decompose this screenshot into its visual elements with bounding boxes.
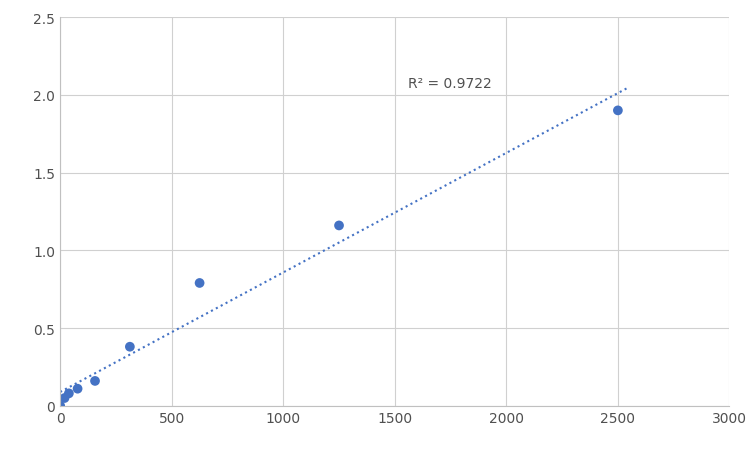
Text: R² = 0.9722: R² = 0.9722 xyxy=(408,77,492,91)
Point xyxy=(89,377,101,385)
Point xyxy=(333,222,345,230)
Point xyxy=(71,385,83,392)
Point xyxy=(612,107,624,115)
Point xyxy=(193,280,205,287)
Point xyxy=(63,390,75,397)
Point xyxy=(54,402,66,410)
Point xyxy=(124,343,136,350)
Point xyxy=(59,395,71,402)
